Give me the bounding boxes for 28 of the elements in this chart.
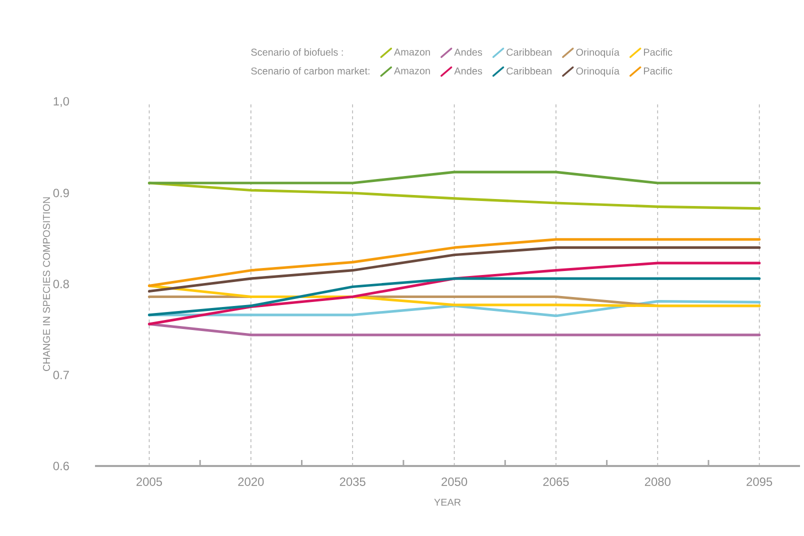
y-tick-label: 0.8: [53, 280, 69, 288]
text: Scenario of carbon market:: [251, 67, 370, 75]
legend-label: Pacific: [644, 48, 672, 56]
line-series: [148, 262, 761, 326]
legend-label: Amazon: [394, 48, 430, 56]
y-tick-label: 1,0: [54, 97, 70, 107]
legend-label: Andes: [454, 67, 482, 75]
y-tick-label: 0.7: [53, 370, 69, 380]
legend-label: Orinoquía: [576, 48, 620, 58]
x-tick-label: 2020: [238, 478, 264, 486]
x-tick-label: 2065: [543, 478, 569, 486]
legend-label: Amazon: [394, 67, 430, 74]
x-tick-label: 2035: [340, 478, 366, 486]
x-tick-label: 2095: [746, 478, 772, 486]
y-tick-label: 0.6: [53, 462, 69, 470]
legend-label: Orinoquía: [576, 67, 620, 77]
x-tick-label: 2050: [442, 478, 468, 486]
line-series: [148, 284, 761, 308]
x-tick-label: 2080: [644, 478, 670, 486]
legend-label: Andes: [454, 48, 482, 56]
x-tick-label: 2005: [136, 478, 162, 486]
y-tick-label: 0.9: [53, 188, 69, 198]
y-axis-title: CHANGE IN SPECIES COMPOSITION: [42, 197, 50, 371]
text: Scenario of biofuels :: [251, 48, 343, 56]
legend-label: Caribbean: [506, 48, 552, 56]
legend-label: Pacific: [644, 67, 672, 75]
legend-label: Caribbean: [506, 67, 552, 75]
x-axis-title: YEAR: [434, 498, 461, 506]
